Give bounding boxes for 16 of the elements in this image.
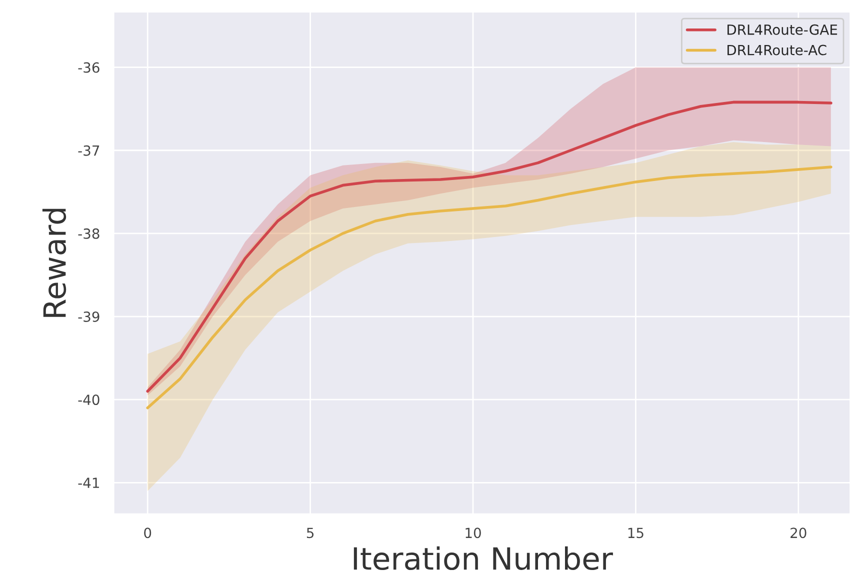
x-tick-label: 10 xyxy=(466,528,481,538)
y-tick-label: -36 xyxy=(78,62,100,73)
y-tick-label: -40 xyxy=(78,394,100,406)
line-series xyxy=(146,166,832,410)
x-tick-label: 20 xyxy=(790,528,806,538)
x-axis-title: Iteration Number xyxy=(354,546,613,570)
x-tick-label: 15 xyxy=(628,528,644,538)
x-tick-label: 5 xyxy=(306,528,314,538)
y-tick-label: -41 xyxy=(78,478,99,488)
y-axis-title: Reward xyxy=(42,208,66,317)
legend-label: DRL4Route-GAE xyxy=(728,24,838,35)
x-tick-label: 0 xyxy=(144,528,152,538)
y-tick-label: -39 xyxy=(78,311,100,322)
y-tick-label: -37 xyxy=(78,145,100,156)
legend-label: DRL4Route-AC xyxy=(728,44,826,56)
y-tick-label: -38 xyxy=(78,228,100,239)
